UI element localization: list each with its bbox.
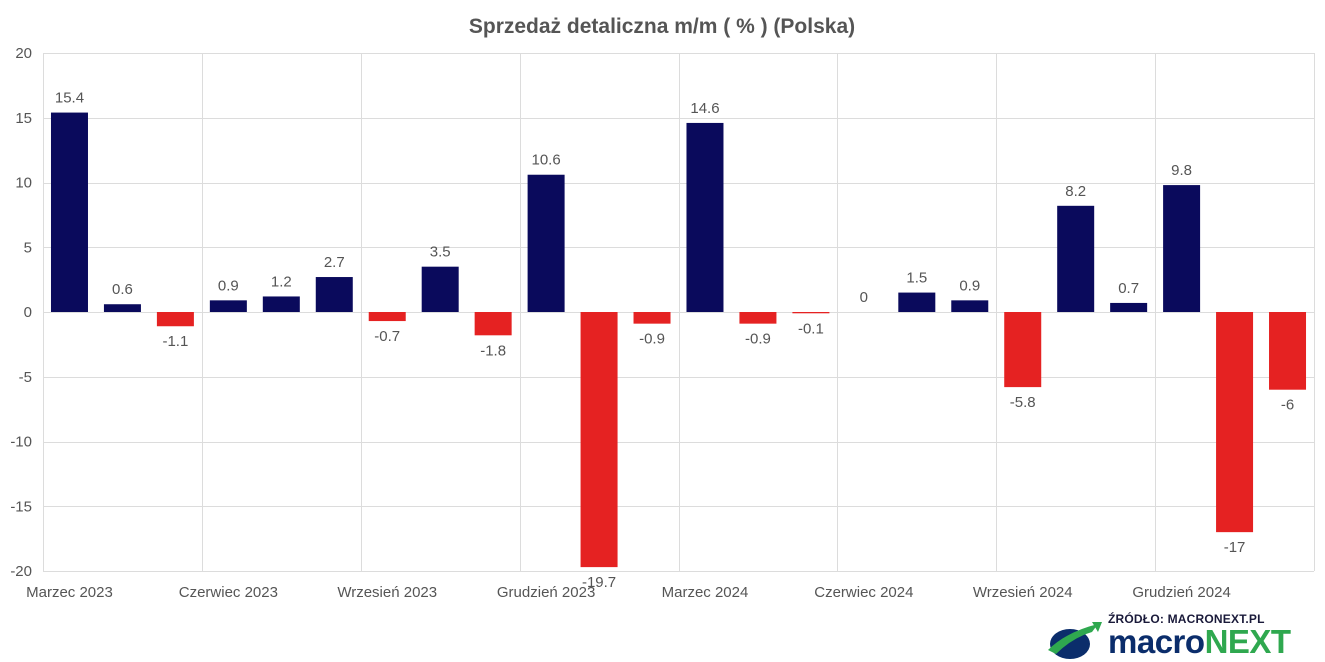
data-label: 1.2 <box>271 273 292 290</box>
y-tick-label: -5 <box>19 369 32 386</box>
y-tick-label: 10 <box>15 175 32 192</box>
y-tick-label: -20 <box>10 563 32 580</box>
x-tick-label: Czerwiec 2024 <box>814 584 913 601</box>
data-label: -19.7 <box>582 574 616 591</box>
y-tick-label: 0 <box>24 304 32 321</box>
data-label: 0.6 <box>112 281 133 298</box>
x-tick-label: Grudzień 2023 <box>497 584 595 601</box>
x-tick-label: Grudzień 2024 <box>1132 584 1230 601</box>
bar <box>1216 312 1254 533</box>
data-labels: 15.4 0.6 -1.1 0.9 1.2 2.7 -0.7 3.5 -1.8 10.6 -19.7… <box>55 90 1294 592</box>
grid <box>43 53 1315 572</box>
data-label: -1.8 <box>480 342 506 359</box>
bar <box>421 266 459 312</box>
data-label: 3.5 <box>430 244 451 261</box>
bar <box>527 174 565 312</box>
bar <box>686 122 724 313</box>
data-label: 0.7 <box>1118 280 1139 297</box>
bar <box>262 296 300 312</box>
data-label: 2.7 <box>324 254 345 271</box>
chart-title: Sprzedaż detaliczna m/m ( % ) (Polska) <box>469 15 855 38</box>
macronext-logo-icon <box>1048 622 1102 659</box>
data-label: -17 <box>1224 539 1246 556</box>
x-tick-label: Wrzesień 2024 <box>973 584 1073 601</box>
data-label: 9.8 <box>1171 162 1192 179</box>
bar <box>156 312 194 327</box>
data-label: -6 <box>1281 397 1294 414</box>
axes: 20 15 10 5 0 -5 -10 -15 -20 Marzec 2023 Czerwiec 2… <box>10 45 1230 601</box>
data-label: 0.9 <box>959 277 980 294</box>
y-tick-label: -15 <box>10 498 32 515</box>
bar <box>315 277 353 312</box>
data-label: 15.4 <box>55 90 84 107</box>
bar <box>209 300 247 312</box>
x-tick-label: Wrzesień 2023 <box>337 584 437 601</box>
bar <box>1110 302 1148 312</box>
bar <box>1269 312 1307 390</box>
bar <box>580 312 618 568</box>
x-tick-label: Marzec 2024 <box>662 584 749 601</box>
data-label: -5.8 <box>1010 394 1036 411</box>
bar <box>103 304 141 312</box>
y-tick-label: 20 <box>15 45 32 62</box>
bar <box>474 312 512 336</box>
bar <box>1163 185 1201 312</box>
data-label: -1.1 <box>162 333 188 350</box>
bar <box>50 112 88 312</box>
bar <box>1057 205 1095 312</box>
logo-wordmark: macroNEXT <box>1108 625 1291 659</box>
y-tick-label: -10 <box>10 434 32 451</box>
bar <box>368 312 406 322</box>
data-label: 1.5 <box>906 270 927 287</box>
logo-part-next: NEXT <box>1204 623 1292 660</box>
data-label: -0.1 <box>798 320 824 337</box>
bar <box>739 312 777 324</box>
data-label: 8.2 <box>1065 183 1086 200</box>
bars <box>50 112 1307 568</box>
x-tick-label: Czerwiec 2023 <box>179 584 278 601</box>
bar <box>898 292 936 312</box>
bar <box>792 312 830 314</box>
bar <box>951 300 989 312</box>
y-tick-label: 15 <box>15 110 32 127</box>
x-tick-label: Marzec 2023 <box>26 584 113 601</box>
data-label: 0.9 <box>218 277 239 294</box>
data-label: -0.9 <box>639 331 665 348</box>
brand-watermark: ŹRÓDŁO: MACRONEXT.PL macroNEXT <box>1040 612 1320 662</box>
bar <box>633 312 671 324</box>
data-label: 14.6 <box>690 100 719 117</box>
logo-part-macro: macro <box>1108 623 1205 660</box>
data-label: 0 <box>860 289 868 306</box>
bar <box>1004 312 1042 388</box>
data-label: 10.6 <box>532 152 561 169</box>
source-label: ŹRÓDŁO: MACRONEXT.PL <box>1108 612 1265 626</box>
data-label: -0.9 <box>745 331 771 348</box>
data-label: -0.7 <box>374 328 400 345</box>
y-tick-label: 5 <box>24 239 32 256</box>
